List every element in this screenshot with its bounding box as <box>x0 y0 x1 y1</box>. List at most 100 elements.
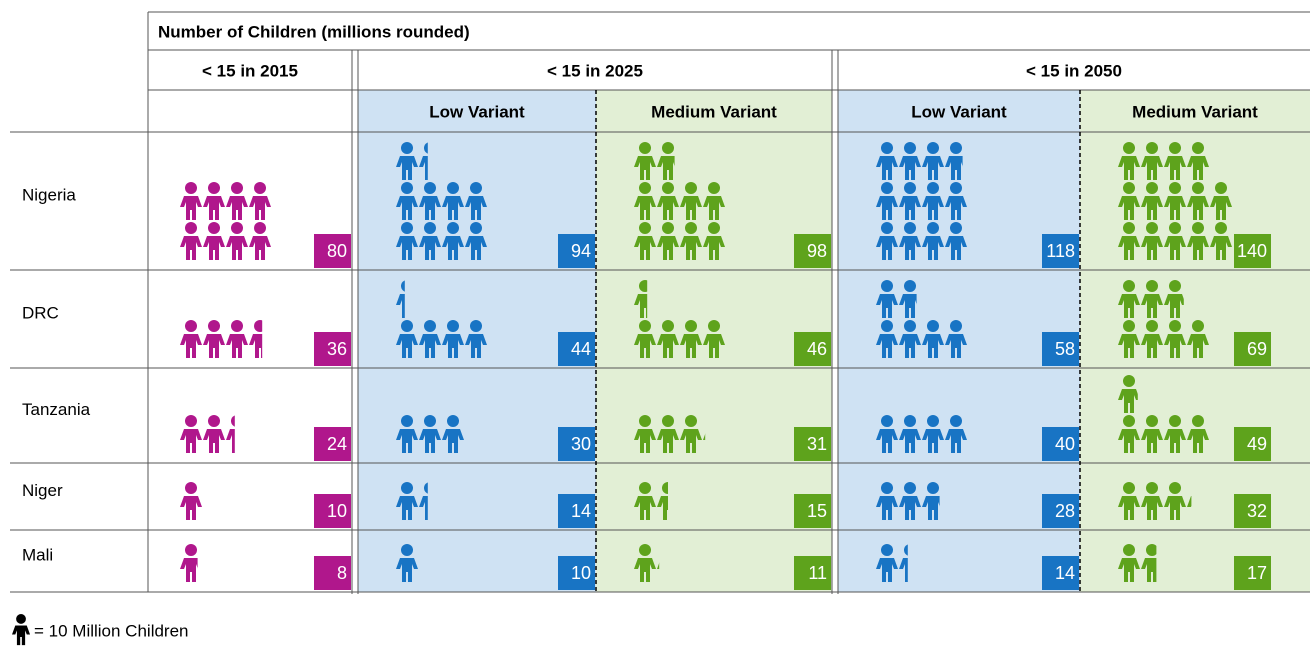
table-title: Number of Children (millions rounded) <box>158 22 470 41</box>
child-icon <box>1118 222 1140 260</box>
child-icon <box>922 415 944 453</box>
value-badge <box>558 556 595 590</box>
value-label: 10 <box>327 501 347 521</box>
child-icon <box>680 182 702 220</box>
value-label: 14 <box>571 501 591 521</box>
child-icon <box>396 544 418 582</box>
child-icon <box>899 544 908 582</box>
group-header: < 15 in 2015 <box>202 61 298 80</box>
icon-group <box>396 482 428 520</box>
child-icon <box>876 222 898 260</box>
icon-group <box>396 280 487 358</box>
child-icon <box>442 415 464 453</box>
child-icon <box>945 142 963 180</box>
child-icon <box>922 320 944 358</box>
child-icon <box>945 182 967 220</box>
child-icon <box>899 415 921 453</box>
legend-icon <box>12 614 31 646</box>
child-icon <box>945 415 967 453</box>
child-icon <box>1141 320 1163 358</box>
value-label: 44 <box>571 339 591 359</box>
icon-group <box>180 182 271 260</box>
child-icon <box>1141 415 1163 453</box>
child-icon <box>922 182 944 220</box>
variant-header: Medium Variant <box>651 102 777 121</box>
value-badge <box>1234 332 1271 366</box>
child-icon <box>634 142 656 180</box>
value-badge <box>1234 234 1271 268</box>
value-badge <box>794 234 831 268</box>
value-badge <box>314 234 351 268</box>
child-icon <box>876 482 898 520</box>
child-icon <box>1187 320 1209 358</box>
child-icon <box>922 222 944 260</box>
child-icon <box>180 482 202 520</box>
child-icon <box>1141 222 1163 260</box>
child-icon <box>1210 182 1232 220</box>
value-label: 58 <box>1055 339 1075 359</box>
child-icon <box>465 222 487 260</box>
group-header: < 15 in 2050 <box>1026 61 1122 80</box>
child-icon <box>634 320 656 358</box>
country-label: Niger <box>22 481 63 500</box>
child-icon <box>1118 280 1140 318</box>
child-icon <box>419 142 428 180</box>
child-icon <box>442 320 464 358</box>
child-icon <box>442 182 464 220</box>
child-icon <box>1164 280 1184 318</box>
value-label: 15 <box>807 501 827 521</box>
child-icon <box>634 415 656 453</box>
child-icon <box>249 222 271 260</box>
child-icon <box>1164 182 1186 220</box>
child-icon <box>226 222 248 260</box>
country-label: Nigeria <box>22 185 76 204</box>
child-icon <box>419 222 441 260</box>
value-label: 94 <box>571 241 591 261</box>
child-icon <box>1141 142 1163 180</box>
child-icon <box>899 482 921 520</box>
icon-group <box>396 544 418 582</box>
icon-group <box>634 415 706 453</box>
child-icon <box>876 142 898 180</box>
child-icon <box>657 142 675 180</box>
icon-group <box>876 544 908 582</box>
icon-group <box>876 415 967 453</box>
child-icon <box>180 415 202 453</box>
child-icon <box>1164 222 1186 260</box>
child-icon <box>899 320 921 358</box>
child-icon <box>899 142 921 180</box>
value-badge <box>1042 556 1079 590</box>
icon-group <box>634 280 725 358</box>
icon-group <box>876 280 967 358</box>
variant-header: Medium Variant <box>1132 102 1258 121</box>
child-icon <box>180 182 202 220</box>
icon-group <box>1118 544 1157 582</box>
child-icon <box>899 182 921 220</box>
child-icon <box>1141 182 1163 220</box>
child-icon <box>419 415 441 453</box>
child-icon <box>1118 415 1140 453</box>
value-badge <box>1042 427 1079 461</box>
icon-group <box>1118 375 1209 453</box>
child-icon <box>657 182 679 220</box>
child-icon <box>1118 375 1138 413</box>
child-icon <box>203 182 225 220</box>
child-icon <box>1187 182 1209 220</box>
child-icon <box>419 320 441 358</box>
child-icon <box>419 482 428 520</box>
value-badge <box>558 234 595 268</box>
value-label: 8 <box>337 563 347 583</box>
child-icon <box>203 320 225 358</box>
child-icon <box>419 182 441 220</box>
child-icon <box>1164 482 1186 520</box>
child-icon <box>634 482 656 520</box>
child-icon <box>703 182 725 220</box>
value-label: 49 <box>1247 434 1267 454</box>
value-label: 118 <box>1046 241 1075 261</box>
value-label: 40 <box>1055 434 1075 454</box>
value-badge <box>1042 234 1079 268</box>
value-label: 140 <box>1237 241 1267 261</box>
child-icon <box>1118 182 1140 220</box>
value-label: 14 <box>1055 563 1075 583</box>
icon-group <box>1118 482 1192 520</box>
